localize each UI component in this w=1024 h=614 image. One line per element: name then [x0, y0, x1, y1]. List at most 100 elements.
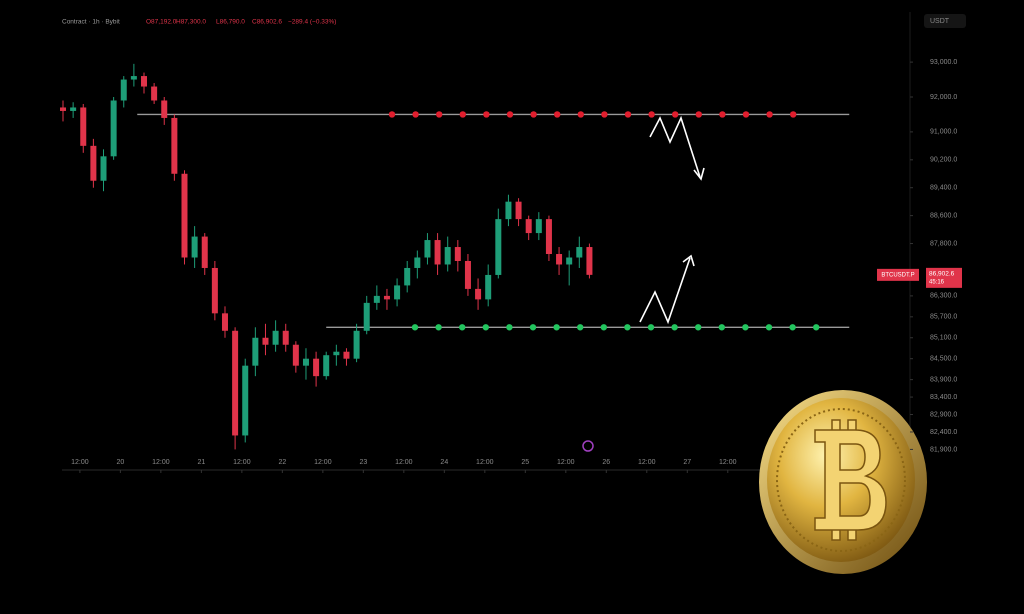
annotations	[639, 115, 705, 325]
x-tick-label: 12:00	[314, 459, 332, 466]
up-arrow	[639, 257, 691, 325]
x-tick-label: 12:00	[476, 459, 494, 466]
level-dot	[530, 111, 537, 118]
candle-body	[282, 330, 289, 345]
x-tick-label: 12:00	[395, 459, 413, 466]
coin-ring	[776, 408, 906, 552]
y-tick-label: 81,900.0	[930, 446, 957, 453]
level-dot	[672, 111, 679, 118]
candle-body	[424, 240, 431, 258]
level-dot	[554, 111, 561, 118]
candle-body	[100, 156, 107, 181]
level-dot	[647, 324, 655, 331]
level-dot	[695, 324, 702, 331]
price-tag	[926, 267, 962, 288]
level-dot	[624, 324, 631, 331]
level-dot	[459, 111, 466, 118]
candle-body	[495, 219, 502, 275]
replay-icon[interactable]	[582, 440, 594, 452]
level-dot	[483, 111, 490, 118]
y-tick-label: 85,100.0	[930, 335, 957, 342]
x-tick-label: 27	[683, 459, 691, 466]
candle-body	[201, 236, 208, 268]
candle-body	[454, 247, 461, 261]
candle-body	[434, 240, 441, 265]
candle-body	[302, 358, 309, 366]
header-high: H87,300.0	[176, 19, 206, 26]
coin-symbol	[814, 419, 887, 541]
level-dot	[789, 324, 796, 331]
level-dot	[671, 324, 678, 331]
level-dot	[742, 324, 749, 331]
x-tick-label: 25	[521, 459, 529, 466]
level-dot	[553, 324, 560, 331]
symbol-tag-text: BTCUSDT.P	[881, 272, 914, 278]
candle-body	[394, 285, 401, 300]
y-tick-label: 87,800.0	[930, 240, 957, 247]
candle-body	[252, 337, 259, 366]
candle-body	[444, 247, 451, 265]
candle-body	[232, 330, 239, 436]
level-dot	[765, 324, 773, 331]
bitcoin-coin	[759, 390, 927, 574]
candle-body	[161, 100, 168, 118]
candle-body	[211, 267, 218, 314]
candle-body	[313, 358, 320, 377]
symbol-tag	[877, 268, 919, 281]
y-tick-label: 91,000.0	[930, 129, 957, 136]
x-tick-label: 23	[359, 459, 367, 466]
down-arrowhead	[693, 167, 705, 181]
x-tick-label: 12:00	[233, 459, 251, 466]
candle-body	[292, 344, 299, 366]
level-dot	[813, 324, 820, 331]
candle-body	[515, 201, 522, 220]
y-tick-label: 83,400.0	[930, 394, 957, 401]
y-tick-label: 88,600.0	[930, 212, 957, 219]
candle-body	[383, 295, 390, 300]
candle-body	[323, 355, 330, 377]
header-close: C86,902.6	[252, 19, 282, 26]
x-tick-label: 12:00	[719, 459, 737, 466]
candle-body	[475, 288, 482, 300]
candle-body	[404, 267, 411, 286]
candle-body	[545, 219, 552, 255]
x-tick-label: 12:00	[71, 459, 89, 466]
candle-body	[535, 219, 542, 234]
level-dot	[506, 111, 514, 118]
candle-body	[242, 365, 249, 436]
header-change: −289.4 (−0.33%)	[288, 19, 336, 26]
level-dot	[577, 324, 584, 331]
x-tick-label: 12:00	[152, 459, 170, 466]
candle-body	[485, 274, 492, 300]
y-tick-label: 93,000.0	[930, 59, 957, 66]
candle-body	[414, 257, 421, 268]
level-dot	[719, 111, 726, 118]
level-dot	[411, 324, 419, 331]
candle-body	[191, 236, 198, 258]
level-dot	[506, 324, 513, 331]
candle-body	[353, 330, 360, 359]
candle-body	[110, 100, 117, 157]
x-tick-label: 20	[116, 459, 124, 466]
level-dot	[718, 324, 725, 331]
level-dot	[600, 324, 607, 331]
level-dot	[766, 111, 773, 118]
candle-body	[221, 313, 228, 331]
header-title: Contract · 1h · Bybit	[62, 19, 120, 26]
candle-body	[373, 295, 380, 303]
candle-body	[586, 247, 593, 275]
candle-body	[556, 254, 563, 265]
x-tick-label: 12:00	[557, 459, 575, 466]
level-dot	[790, 111, 797, 118]
y-tick-label: 84,500.0	[930, 356, 957, 363]
y-tick-label: 90,200.0	[930, 157, 957, 164]
header: Contract · 1h · Bybit O87,192.0 H87,300.…	[62, 19, 336, 26]
x-tick-label: 21	[197, 459, 205, 466]
header-low: L86,790.0	[216, 19, 245, 26]
x-tick-label: 24	[440, 459, 448, 466]
candle-body	[171, 117, 178, 174]
candle-body	[60, 107, 67, 111]
level-dot	[529, 324, 537, 331]
up-arrowhead	[682, 254, 695, 267]
